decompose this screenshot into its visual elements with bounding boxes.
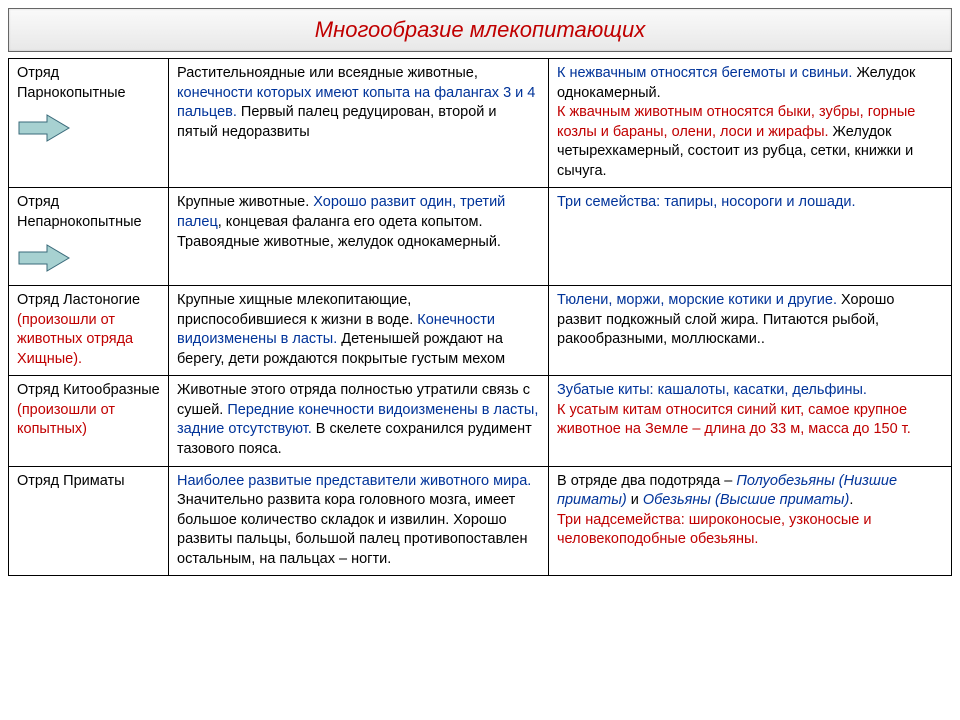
- table-row: Отряд Приматы Наиболее развитые представи…: [9, 466, 952, 576]
- text-run: Три семейства: тапиры, носороги и лошади…: [557, 194, 855, 210]
- page-title: Многообразие млекопитающих: [315, 17, 645, 42]
- text-run: К усатым китам относится синий кит, само…: [557, 402, 911, 438]
- text-run: (произошли от животных отряда Хищные).: [17, 312, 133, 367]
- table-row: Отряд Ластоногие (произошли от животных …: [9, 286, 952, 376]
- table-row: Отряд Парнокопытные Растительноядные или …: [9, 59, 952, 188]
- text-run: Крупные хищные млекопитающие, приспособи…: [177, 292, 417, 328]
- text-run: К нежвачным относятся бегемоты и свиньи.: [557, 65, 852, 81]
- text-run: (произошли от копытных): [17, 402, 115, 438]
- examples-cell: В отряде два подотряда – Полуобезьяны (Н…: [549, 466, 952, 576]
- text-run: Тюлени, моржи, морские котики и другие.: [557, 292, 837, 308]
- text-run: Три надсемейства: широконосые, узконосые…: [557, 512, 871, 548]
- examples-cell: Тюлени, моржи, морские котики и другие. …: [549, 286, 952, 376]
- text-run: и: [627, 492, 643, 508]
- text-run: , концевая фаланга его одета копытом. Тр…: [177, 214, 501, 250]
- text-run: Отряд Ластоногие: [17, 292, 140, 308]
- text-run: Отряд Непарнокопытные: [17, 194, 142, 230]
- text-run: Растительноядные или всеядные животные,: [177, 65, 478, 81]
- arrow-icon: [17, 243, 71, 273]
- order-name-cell: Отряд Парнокопытные: [9, 59, 169, 188]
- description-cell: Животные этого отряда полностью утратили…: [169, 376, 549, 466]
- text-run: Значительно развита кора головного мозга…: [177, 492, 528, 567]
- table-row: Отряд Китообразные (произошли от копытны…: [9, 376, 952, 466]
- text-run: Наиболее развитые представители животног…: [177, 473, 531, 489]
- order-name-cell: Отряд Ластоногие (произошли от животных …: [9, 286, 169, 376]
- description-cell: Крупные животные. Хорошо развит один, тр…: [169, 188, 549, 286]
- arrow-icon: [17, 113, 71, 143]
- text-run: Обезьяны (Высшие приматы): [643, 492, 849, 508]
- text-run: В отряде два подотряда –: [557, 473, 736, 489]
- examples-cell: К нежвачным относятся бегемоты и свиньи.…: [549, 59, 952, 188]
- text-run: Зубатые киты: кашалоты, касатки, дельфин…: [557, 382, 867, 398]
- order-name-cell: Отряд Приматы: [9, 466, 169, 576]
- text-run: Отряд Китообразные: [17, 382, 160, 398]
- table-row: Отряд Непарнокопытные Крупные животные. Х…: [9, 188, 952, 286]
- text-run: .: [849, 492, 853, 508]
- page-title-bar: Многообразие млекопитающих: [8, 8, 952, 52]
- order-name-cell: Отряд Непарнокопытные: [9, 188, 169, 286]
- examples-cell: Зубатые киты: кашалоты, касатки, дельфин…: [549, 376, 952, 466]
- description-cell: Растительноядные или всеядные животные, …: [169, 59, 549, 188]
- mammals-table: Отряд Парнокопытные Растительноядные или …: [8, 58, 952, 576]
- examples-cell: Три семейства: тапиры, носороги и лошади…: [549, 188, 952, 286]
- text-run: Отряд Приматы: [17, 473, 125, 489]
- text-run: Отряд Парнокопытные: [17, 65, 126, 101]
- description-cell: Крупные хищные млекопитающие, приспособи…: [169, 286, 549, 376]
- description-cell: Наиболее развитые представители животног…: [169, 466, 549, 576]
- text-run: Крупные животные.: [177, 194, 313, 210]
- order-name-cell: Отряд Китообразные (произошли от копытны…: [9, 376, 169, 466]
